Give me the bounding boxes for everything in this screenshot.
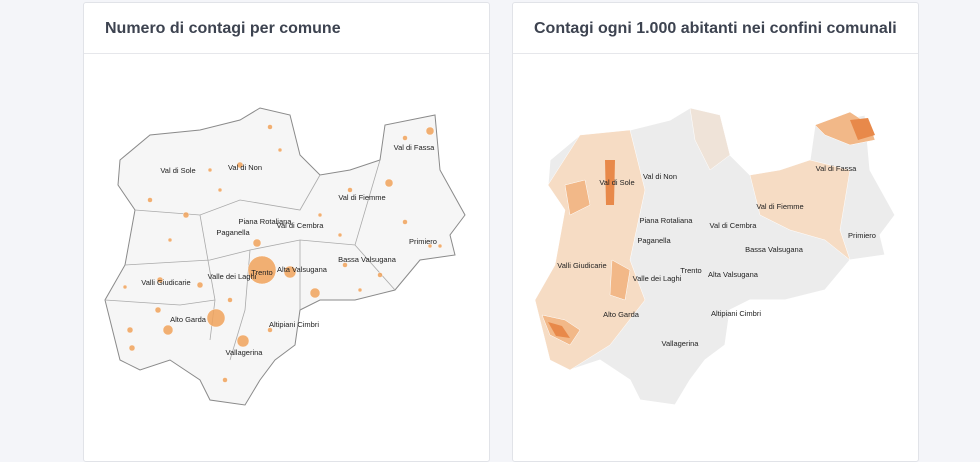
area-label: Bassa Valsugana <box>338 255 397 264</box>
labels: Val di Sole Val di Non Val di Fassa Val di … <box>141 143 876 357</box>
area-label: Val di Fassa <box>816 164 858 173</box>
page: {"panels": [ {"title": "Numero di contag… <box>83 2 919 462</box>
area-label: Paganella <box>637 236 671 245</box>
area-label: Val di Fassa <box>394 143 436 152</box>
area-label: Valle dei Laghi <box>208 272 257 281</box>
area-label: Bassa Valsugana <box>745 245 804 254</box>
area-label: Piana Rotaliana <box>239 217 293 226</box>
area-label: Alta Valsugana <box>277 265 328 274</box>
area-label: Trento <box>680 266 701 275</box>
card-title: Contagi ogni 1.000 abitanti nei confini … <box>513 3 918 54</box>
area-label: Valli Giudicarie <box>557 261 606 270</box>
area-label: Alta Valsugana <box>708 270 759 279</box>
area-label: Altipiani Cimbri <box>269 320 319 329</box>
area-label: Valle dei Laghi <box>633 274 682 283</box>
area-label: Val di Sole <box>160 166 195 175</box>
area-label: Val di Fiemme <box>756 202 803 211</box>
area-label: Altipiani Cimbri <box>711 309 761 318</box>
area-label: Val di Cembra <box>710 221 758 230</box>
area-label: Alto Garda <box>170 315 207 324</box>
area-label: Primiero <box>409 237 437 246</box>
area-label: Trento <box>251 268 272 277</box>
map-left <box>104 107 466 406</box>
area-label: Paganella <box>216 228 250 237</box>
area-label: Val di Non <box>643 172 677 181</box>
area-label: Val di Fiemme <box>338 193 385 202</box>
card-title: Numero di contagi per comune <box>84 3 489 54</box>
area-label: Vallagerina <box>662 339 700 348</box>
area-label: Alto Garda <box>603 310 640 319</box>
area-label: Val di Sole <box>599 178 634 187</box>
maps: Val di Sole Val di Non Val di Fassa Val di … <box>104 107 896 406</box>
area-label: Val di Cembra <box>277 221 325 230</box>
area-label: Val di Non <box>228 163 262 172</box>
area-label: Piana Rotaliana <box>640 216 694 225</box>
area-label: Vallagerina <box>226 348 264 357</box>
area-label: Primiero <box>848 231 876 240</box>
area-label: Valli Giudicarie <box>141 278 190 287</box>
map-right <box>534 107 896 406</box>
